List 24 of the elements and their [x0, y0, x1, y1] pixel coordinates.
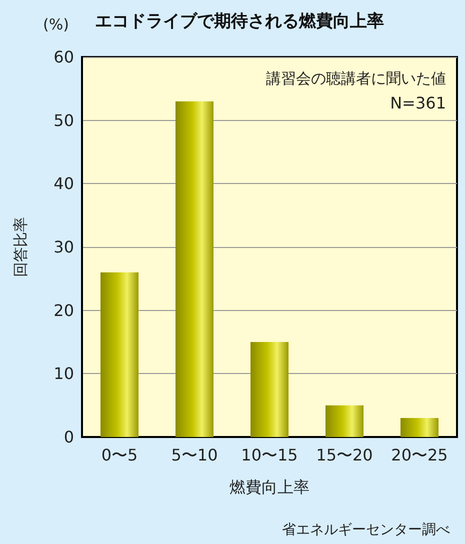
y-tick-label: 30 [54, 238, 74, 256]
x-tick-label: 15〜20 [316, 446, 373, 464]
annotation: N=361 [390, 94, 446, 112]
x-tick-label: 10〜15 [241, 446, 298, 464]
bar [250, 342, 288, 437]
y-tick-label: 40 [54, 174, 74, 194]
annotation: 講習会の聴講者に聞いた値 [266, 70, 446, 88]
y-tick-label: 10 [54, 364, 74, 384]
bar [326, 405, 364, 437]
y-tick-label: 20 [54, 300, 74, 320]
y-axis-title: 回答比率 [12, 217, 30, 277]
text: (%) [43, 16, 69, 34]
text: 省エネルギーセンター調べ [282, 522, 450, 538]
x-tick-label: 20〜25 [391, 446, 448, 464]
bar [100, 272, 138, 437]
x-axis-title: 燃費向上率 [230, 478, 310, 496]
y-tick-label: 60 [54, 48, 74, 66]
x-tick-label: 5〜10 [171, 446, 218, 464]
bar [176, 101, 214, 437]
chart-title: エコドライブで期待される燃費向上率 [95, 12, 384, 32]
bar [400, 418, 438, 437]
x-tick-label: 0〜5 [101, 446, 138, 464]
y-tick-label: 0 [64, 428, 74, 446]
y-tick-label: 50 [54, 110, 74, 130]
